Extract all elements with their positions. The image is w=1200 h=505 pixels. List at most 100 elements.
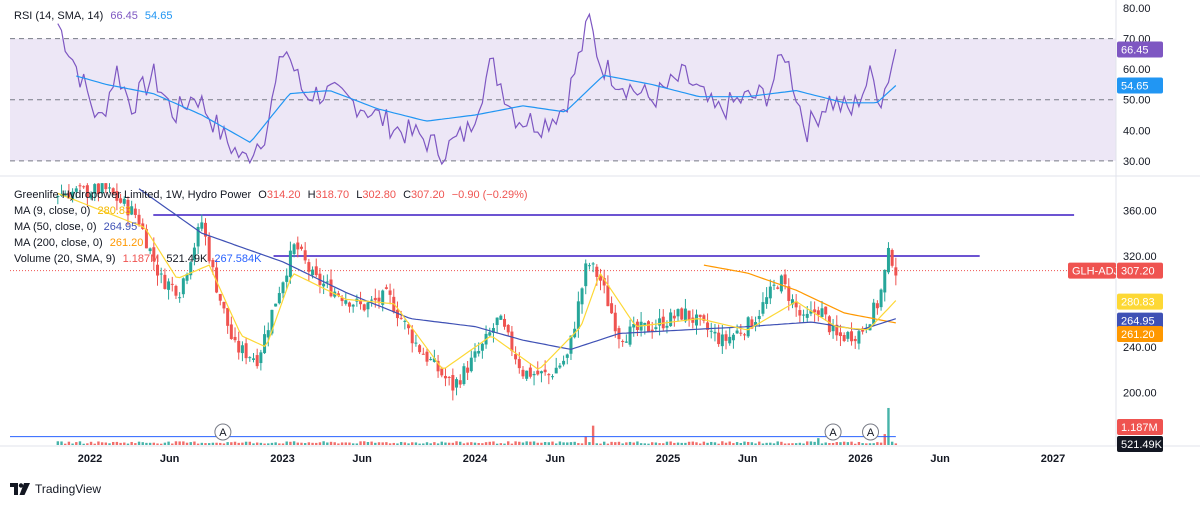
volume-bar bbox=[185, 442, 189, 445]
volume-bar bbox=[359, 441, 362, 445]
volume-bar bbox=[791, 443, 794, 445]
rsi-sma-badge: 54.65 bbox=[1117, 77, 1163, 94]
volume-bar bbox=[244, 441, 248, 445]
volume-bar bbox=[252, 443, 255, 445]
volume-bar bbox=[710, 441, 713, 445]
candle-body bbox=[93, 184, 97, 194]
tradingview-footer[interactable]: TradingView bbox=[10, 482, 101, 496]
ma200-badge-text: 261.20 bbox=[1121, 329, 1155, 341]
candle-body bbox=[857, 331, 861, 344]
volume-bar bbox=[828, 443, 831, 445]
volume-badge: 1.187M bbox=[1117, 419, 1163, 435]
volume-bar bbox=[392, 442, 395, 445]
candle-body bbox=[838, 332, 842, 337]
volume-bar bbox=[148, 442, 152, 445]
volume-bar bbox=[159, 443, 163, 445]
candle-body bbox=[820, 308, 824, 318]
volume-bar bbox=[673, 442, 676, 445]
price-pane[interactable] bbox=[10, 183, 1116, 401]
volume-bar bbox=[584, 436, 587, 445]
volume-bar bbox=[196, 443, 200, 445]
annotation-marker[interactable]: A bbox=[824, 423, 842, 441]
volume-bar bbox=[802, 443, 805, 445]
ma50-legend-value: 264.95 bbox=[103, 221, 138, 233]
volume-bar bbox=[835, 442, 838, 445]
volume-bar bbox=[171, 443, 174, 445]
volume-bar bbox=[854, 443, 857, 445]
time-axis[interactable]: 2022 Jun 2023 Jun 2024 Jun 2025 Jun 2026 Jun 2027 bbox=[0, 445, 1200, 465]
rsi-sma-line bbox=[76, 74, 897, 143]
volume-bar bbox=[326, 442, 329, 445]
volume-bar bbox=[355, 443, 359, 445]
candle-body bbox=[152, 247, 156, 262]
rsi-pane[interactable] bbox=[0, 12, 1200, 177]
candle-body bbox=[543, 369, 547, 373]
candle-body bbox=[270, 309, 274, 334]
candle-body bbox=[661, 316, 665, 329]
volume-bar bbox=[488, 441, 491, 445]
candle-body bbox=[717, 332, 721, 345]
annotation-marker[interactable]: A bbox=[862, 423, 880, 441]
time-axis-label: Jun bbox=[352, 453, 372, 465]
candle-body bbox=[488, 332, 492, 336]
volume-bar bbox=[846, 442, 850, 445]
candle-body bbox=[432, 358, 436, 362]
volume-bar bbox=[200, 442, 204, 445]
volume-bar bbox=[783, 443, 787, 445]
volume-bar bbox=[396, 443, 399, 445]
candle-body bbox=[724, 334, 728, 341]
volume-bar bbox=[566, 442, 569, 445]
volume-bar bbox=[798, 442, 802, 445]
volume-bar bbox=[492, 441, 495, 445]
volume-bar bbox=[772, 443, 776, 445]
candle-body bbox=[89, 194, 93, 199]
volume-bar bbox=[470, 442, 473, 445]
candle-body bbox=[455, 379, 459, 388]
symbol-title: Greenlife Hydropower Limited, 1W, Hydro … bbox=[14, 189, 252, 201]
candle-body bbox=[311, 269, 315, 276]
candle-body bbox=[299, 246, 303, 249]
candle-body bbox=[628, 326, 632, 345]
volume-bar bbox=[444, 442, 447, 445]
volume-bar bbox=[732, 443, 735, 445]
candle-body bbox=[469, 357, 473, 372]
volume-bar bbox=[636, 441, 639, 445]
volume-bar bbox=[610, 441, 613, 445]
candle-body bbox=[266, 330, 270, 338]
candle-body bbox=[680, 308, 684, 320]
candle-body bbox=[436, 360, 440, 372]
volume-bar bbox=[285, 441, 288, 445]
candle-body bbox=[658, 318, 662, 326]
candle-body bbox=[203, 222, 207, 237]
annotation-circle bbox=[862, 423, 880, 441]
ma200-badge-bg bbox=[1117, 325, 1163, 342]
volume-bar bbox=[381, 442, 384, 445]
candle-body bbox=[240, 345, 244, 354]
volume-bar bbox=[422, 443, 425, 445]
candle-body bbox=[532, 373, 536, 376]
volume-bar bbox=[577, 443, 580, 445]
price-scale[interactable]: 80.0070.0060.0050.0040.0030.00360.00320.… bbox=[1068, 0, 1163, 452]
volume-bar bbox=[591, 425, 595, 445]
volume-bar bbox=[540, 442, 543, 445]
candle-body bbox=[872, 302, 876, 325]
ma50-legend-label: MA (50, close, 0) bbox=[14, 221, 97, 233]
volume-bar bbox=[370, 441, 373, 445]
volume-bar bbox=[233, 441, 237, 445]
volume-bar bbox=[643, 443, 647, 445]
volume-bar bbox=[64, 443, 67, 445]
candle-body bbox=[443, 375, 447, 379]
candle-body bbox=[366, 302, 370, 310]
volume-bar bbox=[178, 441, 181, 445]
annotation-marker[interactable]: A bbox=[214, 423, 232, 441]
candle-body bbox=[750, 319, 754, 329]
candle-body bbox=[757, 315, 761, 320]
volume-bar bbox=[617, 441, 621, 445]
candle-body bbox=[96, 183, 100, 195]
annotation-label: A bbox=[867, 427, 875, 439]
ma9-line bbox=[57, 192, 897, 370]
candle-body bbox=[373, 297, 377, 301]
volume-badge-text: 1.187M bbox=[1121, 422, 1158, 434]
